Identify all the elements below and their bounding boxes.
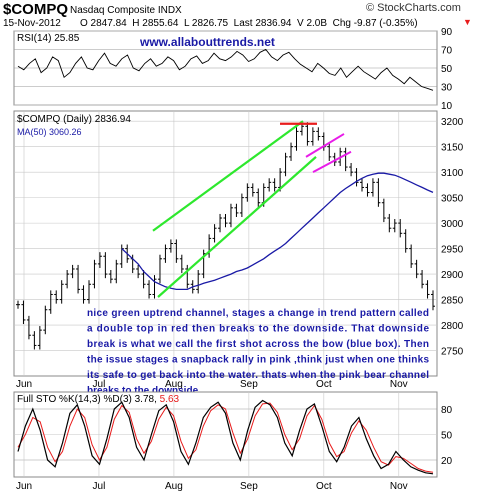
annotation-line: the issue stages a snapback rally in pin… bbox=[87, 355, 429, 366]
stockcharts-logo[interactable]: © StockCharts.com bbox=[366, 2, 461, 14]
symbol-title: $COMPQ bbox=[3, 1, 69, 18]
sto-tick-label: 50 bbox=[441, 431, 453, 442]
sto-x-tick-label: Jun bbox=[16, 481, 32, 492]
sto-tick-label: 20 bbox=[441, 456, 453, 467]
rsi-tick-label: 90 bbox=[441, 27, 453, 38]
sto-x-tick-label: Nov bbox=[390, 481, 408, 492]
ma50-line bbox=[121, 172, 434, 291]
sto-legend: Full STO %K(14,3) %D(3) 3.78, 5.63 bbox=[17, 394, 180, 405]
chg-arrow: ▼ bbox=[463, 17, 472, 27]
sto-legend-d: 5.63 bbox=[160, 394, 180, 405]
sto-x-tick-label: Sep bbox=[240, 481, 258, 492]
chart-date: 15-Nov-2012 bbox=[3, 18, 61, 29]
sto-x-tick-label: Aug bbox=[165, 481, 183, 492]
rsi-legend: RSI(14) 25.85 bbox=[17, 33, 80, 44]
price-tick-label: 2950 bbox=[441, 245, 464, 256]
price-x-tick-label: Oct bbox=[316, 379, 332, 390]
price-tick-label: 3000 bbox=[441, 219, 464, 230]
annotation-line: break is what we call the first shot acr… bbox=[87, 339, 429, 350]
price-tick-label: 3200 bbox=[441, 117, 464, 128]
uptrend-channel-lower bbox=[157, 156, 317, 298]
rsi-tick-label: 10 bbox=[441, 101, 453, 112]
price-tick-label: 3150 bbox=[441, 143, 464, 154]
rsi-tick-label: 30 bbox=[441, 83, 453, 94]
sto-k-line bbox=[17, 399, 434, 475]
price-tick-label: 3050 bbox=[441, 194, 464, 205]
price-tick-label: 2900 bbox=[441, 270, 464, 281]
price-x-tick-label: Nov bbox=[390, 379, 408, 390]
rsi-tick-label: 70 bbox=[441, 46, 453, 57]
price-x-tick-label: Jul bbox=[93, 379, 106, 390]
uptrend-channel-upper bbox=[152, 120, 304, 232]
sto-d-line bbox=[17, 402, 434, 473]
price-tick-label: 2800 bbox=[441, 321, 464, 332]
index-name: Nasdaq Composite INDX bbox=[70, 5, 182, 16]
website-url: www.allabouttrends.net bbox=[139, 35, 275, 49]
sto-legend-k: Full STO %K(14,3) %D(3) 3.78, bbox=[17, 394, 160, 405]
annotation-line: a double top in red then breaks to the d… bbox=[87, 324, 429, 335]
sto-x-tick-label: Jul bbox=[93, 481, 106, 492]
ohlc-readout: O 2847.84 H 2855.64 L 2826.75 Last 2836.… bbox=[80, 18, 418, 29]
sto-x-tick-label: Oct bbox=[316, 481, 332, 492]
rsi-tick-label: 50 bbox=[441, 64, 453, 75]
bear-channel-lower bbox=[312, 150, 352, 174]
annotation-line: breaks to the downside. bbox=[87, 386, 201, 397]
price-x-tick-label: Jun bbox=[16, 379, 32, 390]
price-x-tick-label: Aug bbox=[165, 379, 183, 390]
price-legend: $COMPQ (Daily) 2836.94 bbox=[17, 114, 131, 125]
price-tick-label: 2850 bbox=[441, 296, 464, 307]
sto-tick-label: 80 bbox=[441, 405, 453, 416]
price-tick-label: 3100 bbox=[441, 168, 464, 179]
rsi-line bbox=[17, 48, 434, 91]
annotation-line: its safe to get back into the water. tha… bbox=[87, 370, 429, 381]
price-x-tick-label: Sep bbox=[240, 379, 258, 390]
price-panel-frame bbox=[13, 110, 438, 377]
annotation-line: nice green uptrend channel, stages a cha… bbox=[87, 308, 429, 319]
price-tick-label: 2750 bbox=[441, 347, 464, 358]
ma-legend: MA(50) 3060.26 bbox=[17, 127, 82, 137]
bear-channel-upper bbox=[305, 133, 345, 158]
